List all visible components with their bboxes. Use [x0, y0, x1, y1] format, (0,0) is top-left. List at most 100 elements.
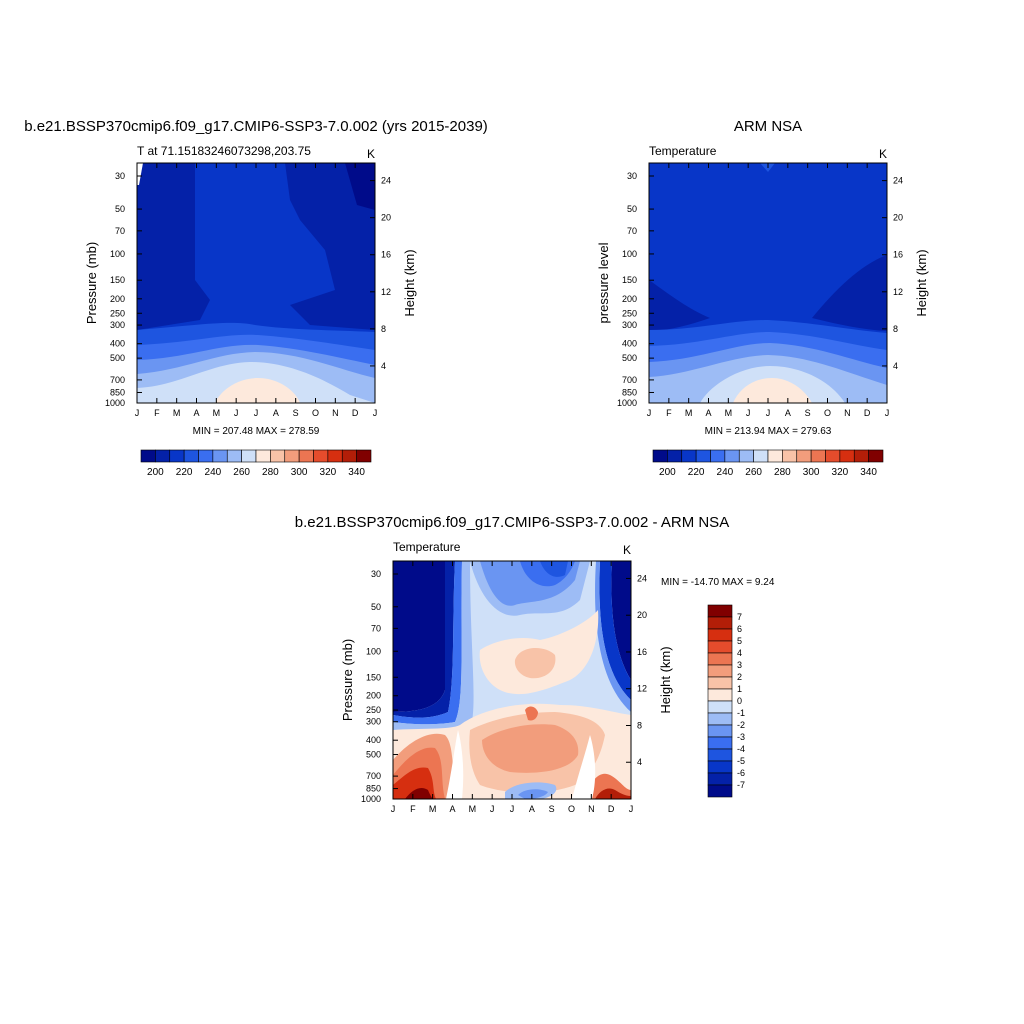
colorbar-swatch [284, 449, 300, 463]
y-axis-label-left: pressure level [596, 242, 611, 323]
colorbar-tick-label: 7 [737, 612, 742, 622]
panel-subtitle: Temperature [649, 144, 717, 158]
units-label: K [879, 147, 887, 161]
units-label: K [367, 147, 375, 161]
x-tick-label: N [844, 408, 851, 418]
colorbar-swatch [707, 784, 733, 798]
y-axis-label-right: Height (km) [914, 249, 929, 316]
y-tick-label: 50 [371, 602, 381, 612]
x-tick-label: J [135, 408, 140, 418]
colorbar-swatch [707, 724, 733, 738]
colorbar-swatch [707, 748, 733, 762]
colorbar-swatch [341, 449, 357, 463]
colorbar-swatch [695, 449, 711, 463]
y-tick-label: 500 [622, 353, 637, 363]
colorbar-tick-label: 220 [688, 467, 705, 478]
y-axis-label-left: Pressure (mb) [84, 242, 99, 324]
y-tick-label: 250 [622, 308, 637, 318]
y-tick-label: 200 [622, 294, 637, 304]
y-tick-label: 200 [110, 294, 125, 304]
colorbar-swatch [255, 449, 271, 463]
y-tick-label: 30 [627, 171, 637, 181]
colorbar-tick-label: 260 [233, 467, 250, 478]
x-tick-label: M [173, 408, 181, 418]
x-tick-label: J [629, 804, 634, 814]
x-tick-label: M [725, 408, 733, 418]
colorbar-tick-label: 3 [737, 660, 742, 670]
x-tick-label: S [805, 408, 811, 418]
x-tick-label: A [705, 408, 711, 418]
colorbar-tick-label: -1 [737, 708, 745, 718]
y-tick-label: 300 [622, 320, 637, 330]
x-tick-label: J [885, 408, 890, 418]
colorbar-swatch [839, 449, 855, 463]
x-tick-label: M [213, 408, 221, 418]
y-tick-label-right: 12 [893, 287, 903, 297]
colorbar-swatch [707, 628, 733, 642]
colorbar-tick-label: 320 [320, 467, 337, 478]
x-tick-label: J [510, 804, 515, 814]
colorbar-swatch [183, 449, 199, 463]
x-tick-label: A [273, 408, 279, 418]
colorbar-swatch [707, 700, 733, 714]
panel-title: ARM NSA [734, 118, 802, 135]
min-max-label: MIN = -14.70 MAX = 9.24 [661, 577, 775, 588]
y-tick-label: 1000 [617, 398, 637, 408]
y-tick-label-right: 12 [637, 684, 647, 694]
x-tick-label: O [568, 804, 575, 814]
contour-field [393, 561, 631, 799]
x-tick-label: M [429, 804, 437, 814]
panel-subtitle: T at 71.15183246073298,203.75 [137, 144, 311, 158]
axes-and-colorbars: J F M A M J J A S O N D J305070100150200250300400500… [105, 163, 903, 814]
x-tick-label: D [608, 804, 615, 814]
y-tick-label: 150 [110, 275, 125, 285]
colorbar-swatch [667, 449, 683, 463]
colorbar-tick-label: 260 [745, 467, 762, 478]
x-tick-label: S [549, 804, 555, 814]
x-tick-label: N [332, 408, 339, 418]
colorbar-swatch [707, 712, 733, 726]
x-tick-label: D [352, 408, 359, 418]
colorbar-swatch [825, 449, 841, 463]
colorbar-tick-label: 0 [737, 696, 742, 706]
colorbar-tick-label: 6 [737, 624, 742, 634]
colorbar-tick-label: 340 [348, 467, 365, 478]
colorbar-swatch [155, 449, 171, 463]
colorbar-tick-label: -3 [737, 732, 745, 742]
y-tick-label-right: 8 [637, 720, 642, 730]
colorbar-swatch [796, 449, 812, 463]
y-tick-label: 70 [115, 226, 125, 236]
y-tick-label: 150 [366, 672, 381, 682]
colorbar-tick-label: 300 [803, 467, 820, 478]
colorbar-swatch [707, 640, 733, 654]
y-tick-label: 500 [366, 750, 381, 760]
x-tick-label: J [766, 408, 771, 418]
y-tick-label: 30 [115, 171, 125, 181]
y-tick-label: 1000 [361, 794, 381, 804]
y-tick-label-right: 4 [893, 361, 898, 371]
colorbar-tick-label: 1 [737, 684, 742, 694]
x-tick-label: F [666, 408, 672, 418]
y-tick-label: 200 [366, 691, 381, 701]
colorbar-tick-label: 240 [205, 467, 222, 478]
y-axis-label-right: Height (km) [658, 646, 673, 713]
y-axis-label-left: Pressure (mb) [340, 639, 355, 721]
x-tick-label: J [373, 408, 378, 418]
y-tick-label: 50 [115, 204, 125, 214]
colorbar-swatch [681, 449, 697, 463]
y-tick-label-right: 8 [381, 324, 386, 334]
y-tick-label: 30 [371, 569, 381, 579]
y-tick-label: 70 [627, 226, 637, 236]
y-tick-label-right: 24 [381, 176, 391, 186]
x-tick-label: M [469, 804, 477, 814]
colorbar-swatch [707, 772, 733, 786]
colorbar-tick-label: 2 [737, 672, 742, 682]
colorbar-tick-label: 280 [262, 467, 279, 478]
colorbar-swatch [298, 449, 314, 463]
colorbar-swatch [868, 449, 884, 463]
x-tick-label: J [746, 408, 751, 418]
y-tick-label-right: 24 [893, 176, 903, 186]
y-tick-label-right: 12 [381, 287, 391, 297]
x-tick-label: M [685, 408, 693, 418]
colorbar-swatch [707, 676, 733, 690]
